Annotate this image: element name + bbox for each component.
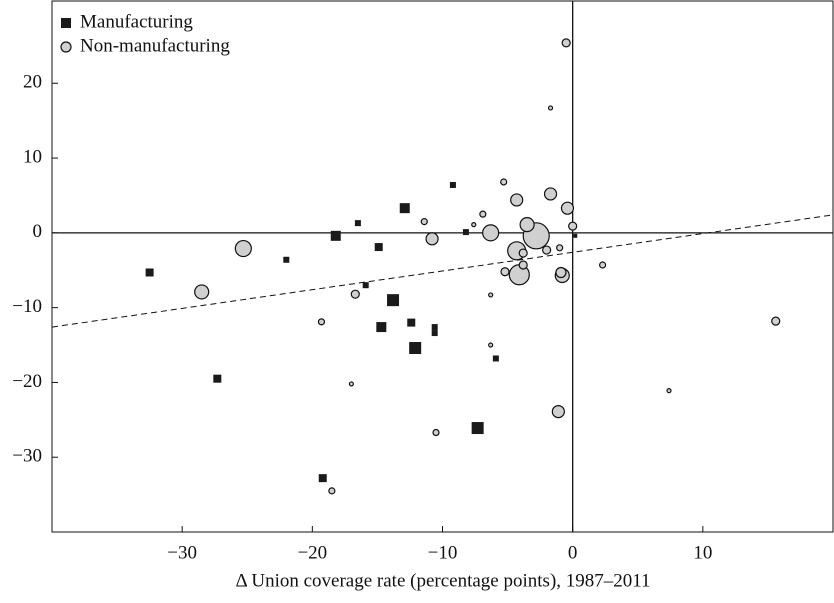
circle-point <box>432 428 440 437</box>
circle-point <box>425 232 439 246</box>
circle-point <box>234 239 252 258</box>
x-tick-label: 0 <box>568 542 578 563</box>
y-tick-label: −20 <box>12 371 42 392</box>
square-point <box>354 220 361 227</box>
circle-point <box>561 38 571 48</box>
circle-point <box>518 260 528 270</box>
x-tick-label: 10 <box>693 542 712 563</box>
circle-point <box>479 210 487 218</box>
circle-point <box>488 292 494 298</box>
circle-point <box>555 266 567 279</box>
circle-point <box>666 388 672 394</box>
square-point <box>145 268 154 277</box>
square-point <box>573 233 578 238</box>
square-point <box>409 342 422 355</box>
circle-point <box>599 261 607 269</box>
legend-marker <box>60 41 72 53</box>
circle-point <box>350 289 360 299</box>
circle-point <box>568 221 578 231</box>
square-point <box>362 282 369 289</box>
y-tick-label: −30 <box>12 446 42 467</box>
y-tick-label: 20 <box>23 72 42 93</box>
square-point <box>431 330 438 337</box>
circle-point <box>488 342 494 348</box>
circle-point <box>328 487 336 495</box>
circle-point <box>500 267 510 277</box>
circle-point <box>542 245 552 255</box>
circle-point <box>348 381 354 387</box>
circle-point <box>420 218 428 226</box>
square-point <box>213 374 222 383</box>
circle-point <box>543 187 558 201</box>
circle-point <box>519 217 535 233</box>
circle-point <box>500 178 508 186</box>
circle-point <box>510 193 524 207</box>
square-point <box>431 324 438 331</box>
circle-point <box>317 318 326 326</box>
circle-point <box>551 404 565 419</box>
circle-point <box>547 105 554 111</box>
legend-label: Non-manufacturing <box>80 35 230 56</box>
x-tick-label: −10 <box>428 542 458 563</box>
legend-label: Manufacturing <box>80 11 193 32</box>
circle-point <box>771 316 781 326</box>
square-point <box>399 203 410 214</box>
y-tick-label: −10 <box>12 296 42 317</box>
circle-point <box>194 284 210 300</box>
legend-marker <box>61 18 71 28</box>
square-point <box>462 229 469 236</box>
circle-point <box>518 248 528 258</box>
trend-line <box>51 214 834 328</box>
x-tick-label: −30 <box>167 542 197 563</box>
circle-point <box>471 222 477 228</box>
plot-frame <box>51 0 834 533</box>
circle-point <box>560 201 575 215</box>
square-point <box>374 243 383 252</box>
x-axis-label: Δ Union coverage rate (percentage points… <box>235 570 650 591</box>
square-point <box>449 181 456 188</box>
square-point <box>407 318 416 327</box>
square-point <box>283 256 290 263</box>
square-point <box>492 355 499 362</box>
y-tick-label: 10 <box>23 146 42 167</box>
square-point <box>471 422 484 435</box>
square-point <box>376 322 387 333</box>
circle-point <box>556 244 564 252</box>
square-point <box>318 474 327 483</box>
square-point <box>330 230 341 241</box>
x-tick-label: −20 <box>297 542 327 563</box>
circle-point <box>482 224 500 242</box>
y-tick-label: 0 <box>33 221 43 242</box>
square-point <box>387 294 400 307</box>
